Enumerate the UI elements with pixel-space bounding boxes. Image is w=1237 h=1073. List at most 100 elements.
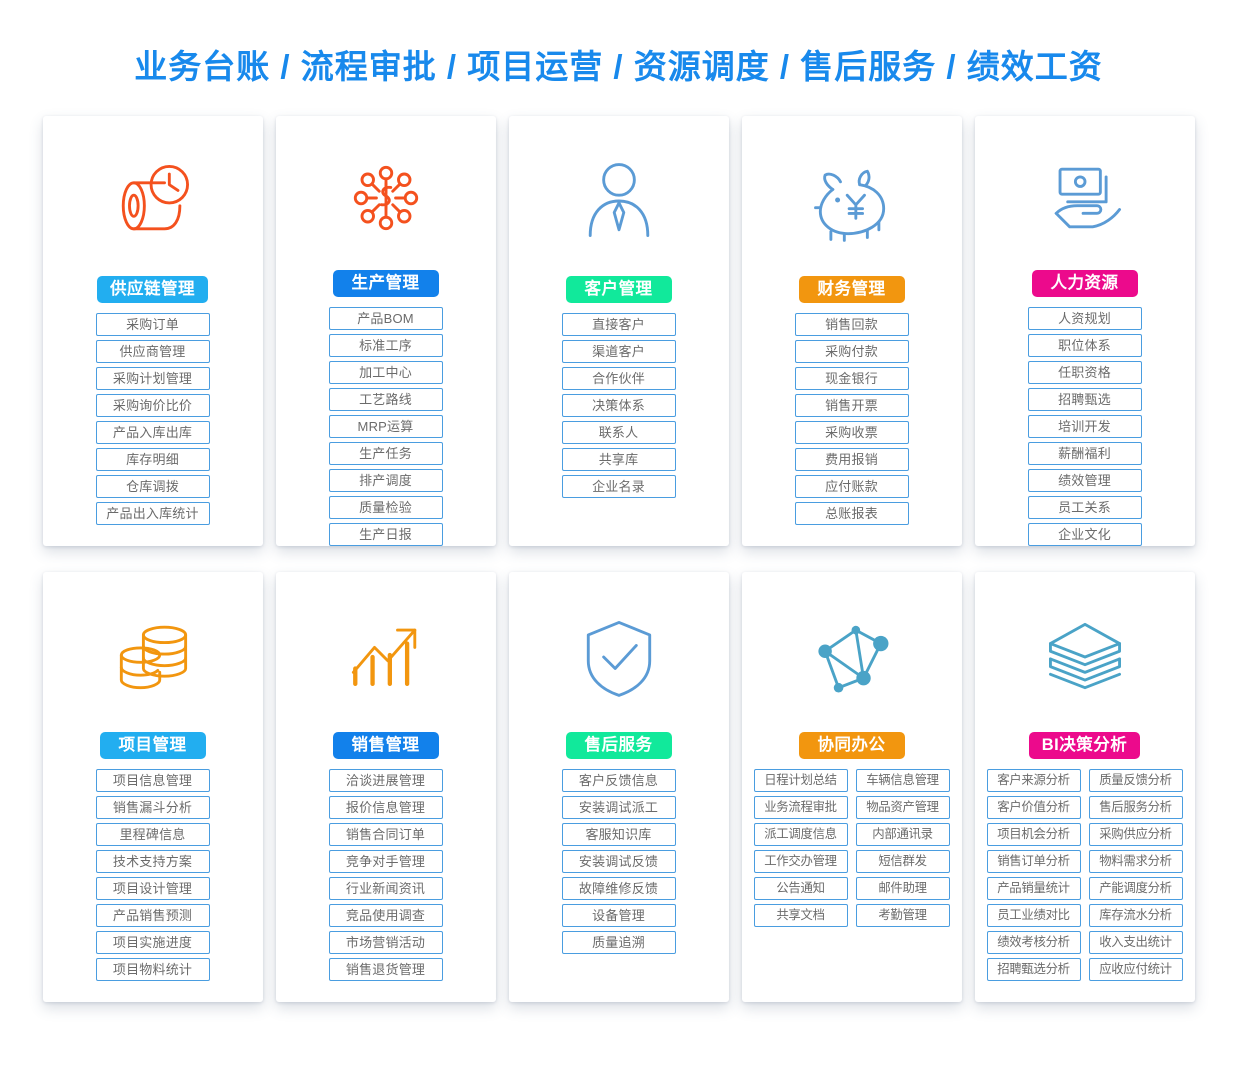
module-item[interactable]: 短信群发 <box>855 850 950 873</box>
module-item[interactable]: 销售漏斗分析 <box>95 796 210 819</box>
module-item[interactable]: 直接客户 <box>561 313 676 336</box>
module-item[interactable]: 采购付款 <box>794 340 909 363</box>
module-item[interactable]: 工艺路线 <box>328 388 443 411</box>
module-item[interactable]: 绩效考核分析 <box>986 931 1081 954</box>
module-item[interactable]: 销售回款 <box>794 313 909 336</box>
module-item[interactable]: 物料需求分析 <box>1088 850 1183 873</box>
module-item[interactable]: 应收应付统计 <box>1088 958 1183 981</box>
module-item[interactable]: 决策体系 <box>561 394 676 417</box>
module-item[interactable]: 项目实施进度 <box>95 931 210 954</box>
module-item[interactable]: 培训开发 <box>1027 415 1142 438</box>
module-item[interactable]: 项目设计管理 <box>95 877 210 900</box>
module-badge-sales[interactable]: 销售管理 <box>332 732 439 759</box>
module-item[interactable]: 采购订单 <box>95 313 210 336</box>
module-item[interactable]: 人资规划 <box>1027 307 1142 330</box>
module-item[interactable]: 销售退货管理 <box>328 958 443 981</box>
module-item[interactable]: 考勤管理 <box>855 904 950 927</box>
module-item[interactable]: 采购供应分析 <box>1088 823 1183 846</box>
module-badge-project[interactable]: 项目管理 <box>99 732 206 759</box>
module-item[interactable]: 里程碑信息 <box>95 823 210 846</box>
module-item[interactable]: 生产日报 <box>328 523 443 546</box>
module-item[interactable]: 现金银行 <box>794 367 909 390</box>
module-badge-customer[interactable]: 客户管理 <box>565 276 672 303</box>
module-item[interactable]: 合作伙伴 <box>561 367 676 390</box>
module-item[interactable]: 产品出入库统计 <box>95 502 210 525</box>
module-item[interactable]: 安装调试派工 <box>561 796 676 819</box>
module-badge-production[interactable]: 生产管理 <box>332 270 439 297</box>
module-item[interactable]: 产品销量统计 <box>986 877 1081 900</box>
module-item[interactable]: 收入支出统计 <box>1088 931 1183 954</box>
module-item[interactable]: 销售开票 <box>794 394 909 417</box>
module-item[interactable]: 项目机会分析 <box>986 823 1081 846</box>
module-item[interactable]: 费用报销 <box>794 448 909 471</box>
module-item[interactable]: 任职资格 <box>1027 361 1142 384</box>
module-badge-collaboration[interactable]: 协同办公 <box>798 732 905 759</box>
module-item[interactable]: 日程计划总结 <box>753 769 848 792</box>
module-item[interactable]: 采购计划管理 <box>95 367 210 390</box>
module-item[interactable]: 员工业绩对比 <box>986 904 1081 927</box>
module-item[interactable]: 销售订单分析 <box>986 850 1081 873</box>
module-item[interactable]: 薪酬福利 <box>1027 442 1142 465</box>
module-item[interactable]: 排产调度 <box>328 469 443 492</box>
module-item[interactable]: 总账报表 <box>794 502 909 525</box>
module-item[interactable]: 产品BOM <box>328 307 443 330</box>
module-item[interactable]: 派工调度信息 <box>753 823 848 846</box>
module-badge-after-sales[interactable]: 售后服务 <box>565 732 672 759</box>
module-item[interactable]: 企业名录 <box>561 475 676 498</box>
module-item[interactable]: 洽谈进展管理 <box>328 769 443 792</box>
module-item[interactable]: 内部通讯录 <box>855 823 950 846</box>
module-item[interactable]: 采购收票 <box>794 421 909 444</box>
module-item[interactable]: 标准工序 <box>328 334 443 357</box>
module-item[interactable]: 生产任务 <box>328 442 443 465</box>
module-item[interactable]: 客户反馈信息 <box>561 769 676 792</box>
module-item[interactable]: 技术支持方案 <box>95 850 210 873</box>
module-item[interactable]: 设备管理 <box>561 904 676 927</box>
module-item[interactable]: 企业文化 <box>1027 523 1142 546</box>
module-item[interactable]: 员工关系 <box>1027 496 1142 519</box>
module-item[interactable]: 招聘甄选分析 <box>986 958 1081 981</box>
module-item[interactable]: 采购询价比价 <box>95 394 210 417</box>
module-item[interactable]: 业务流程审批 <box>753 796 848 819</box>
module-item[interactable]: 邮件助理 <box>855 877 950 900</box>
module-badge-supply-chain[interactable]: 供应链管理 <box>97 276 208 303</box>
module-item[interactable]: 故障维修反馈 <box>561 877 676 900</box>
module-item[interactable]: 车辆信息管理 <box>855 769 950 792</box>
module-item[interactable]: 客户价值分析 <box>986 796 1081 819</box>
module-item[interactable]: 客户来源分析 <box>986 769 1081 792</box>
module-item[interactable]: 销售合同订单 <box>328 823 443 846</box>
module-item[interactable]: 质量检验 <box>328 496 443 519</box>
module-item[interactable]: 售后服务分析 <box>1088 796 1183 819</box>
module-item[interactable]: 质量反馈分析 <box>1088 769 1183 792</box>
module-item[interactable]: 供应商管理 <box>95 340 210 363</box>
module-item[interactable]: 共享文档 <box>753 904 848 927</box>
module-item[interactable]: 库存流水分析 <box>1088 904 1183 927</box>
module-item[interactable]: 招聘甄选 <box>1027 388 1142 411</box>
module-item[interactable]: 工作交办管理 <box>753 850 848 873</box>
module-item[interactable]: 物品资产管理 <box>855 796 950 819</box>
module-item[interactable]: 竞品使用调查 <box>328 904 443 927</box>
module-badge-bi-analysis[interactable]: BI决策分析 <box>1028 732 1141 759</box>
module-item[interactable]: 仓库调拨 <box>95 475 210 498</box>
module-item[interactable]: 加工中心 <box>328 361 443 384</box>
module-item[interactable]: 公告通知 <box>753 877 848 900</box>
module-item[interactable]: 渠道客户 <box>561 340 676 363</box>
module-item[interactable]: 共享库 <box>561 448 676 471</box>
module-item[interactable]: 行业新闻资讯 <box>328 877 443 900</box>
module-item[interactable]: 质量追溯 <box>561 931 676 954</box>
module-item[interactable]: 联系人 <box>561 421 676 444</box>
module-item[interactable]: 报价信息管理 <box>328 796 443 819</box>
module-item[interactable]: 绩效管理 <box>1027 469 1142 492</box>
module-item[interactable]: 库存明细 <box>95 448 210 471</box>
module-item[interactable]: 市场营销活动 <box>328 931 443 954</box>
module-item[interactable]: MRP运算 <box>328 415 443 438</box>
module-item[interactable]: 项目信息管理 <box>95 769 210 792</box>
module-item[interactable]: 产品入库出库 <box>95 421 210 444</box>
module-badge-finance[interactable]: 财务管理 <box>798 276 905 303</box>
module-item[interactable]: 客服知识库 <box>561 823 676 846</box>
module-item[interactable]: 项目物料统计 <box>95 958 210 981</box>
module-item[interactable]: 安装调试反馈 <box>561 850 676 873</box>
module-item[interactable]: 产品销售预测 <box>95 904 210 927</box>
module-item[interactable]: 产能调度分析 <box>1088 877 1183 900</box>
module-item[interactable]: 职位体系 <box>1027 334 1142 357</box>
module-badge-hr[interactable]: 人力资源 <box>1031 270 1138 297</box>
